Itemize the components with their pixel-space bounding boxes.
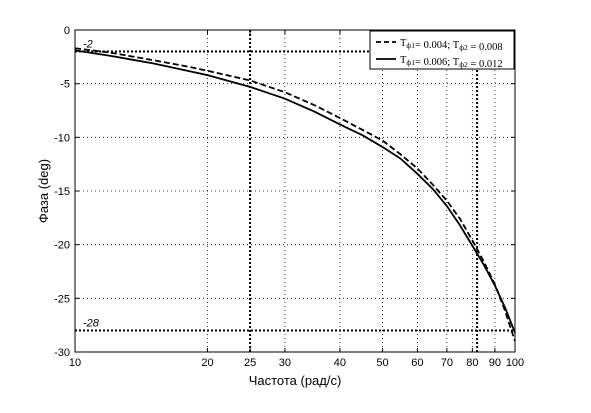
x-tick-label: 10	[69, 357, 81, 369]
grid-layer	[75, 30, 515, 352]
legend-text-part: T	[400, 38, 407, 49]
legend-subscript: ф1	[406, 41, 415, 50]
x-tick-label: 70	[441, 357, 453, 369]
reference-label: -2	[83, 38, 93, 50]
x-tick-label: 100	[506, 357, 524, 369]
series-layer	[74, 47, 516, 342]
legend-subscript: ф1	[406, 58, 415, 67]
legend-box	[369, 30, 515, 70]
x-tick-label: 80	[466, 357, 478, 369]
legend-entry-1: Tф1= 0.004; Tф2 = 0.008	[400, 38, 503, 53]
x-axis-title: Частота (рад/с)	[249, 373, 342, 388]
y-tick-label: -30	[54, 347, 70, 359]
y-tick-label: -10	[54, 132, 70, 144]
y-axis-title: Фаза (deg)	[36, 159, 51, 223]
x-tick-label: 90	[489, 357, 501, 369]
y-tick-label: -15	[54, 186, 70, 198]
y-tick-label: -5	[60, 79, 70, 91]
x-tick-label: 20	[201, 357, 213, 369]
legend-subscript: ф2	[459, 43, 468, 52]
label-layer: 10 20 25 30 40 50 60 70 80 90 100 0 -5 -10 -15 -20 -25 -3…	[36, 25, 524, 388]
legend-entry-2: Tф1= 0.006; Tф2 = 0.012	[400, 55, 503, 70]
legend-text-part: T	[400, 55, 407, 66]
legend-text-part: T	[453, 40, 460, 51]
series-line-2	[74, 49, 516, 334]
y-tick-label: -25	[54, 293, 70, 305]
legend-text-part: T	[453, 57, 460, 68]
legend-subscript: ф2	[459, 60, 468, 69]
reference-lines-layer	[75, 30, 515, 352]
reference-label: -28	[83, 318, 100, 330]
tick-layer	[74, 29, 516, 353]
x-tick-label: 30	[279, 357, 291, 369]
x-tick-label: 40	[334, 357, 346, 369]
x-tick-label: 60	[411, 357, 423, 369]
y-tick-label: -20	[54, 240, 70, 252]
x-tick-label: 25	[244, 357, 256, 369]
legend-text-part: = 0.004;	[415, 40, 453, 51]
series-line-1	[74, 47, 516, 342]
y-tick-label: 0	[64, 25, 70, 37]
legend-text-part: = 0.012	[468, 59, 503, 70]
x-tick-label: 50	[376, 357, 388, 369]
legend-text-part: = 0.006;	[415, 57, 453, 68]
legend-text-part: = 0.008	[468, 42, 503, 53]
